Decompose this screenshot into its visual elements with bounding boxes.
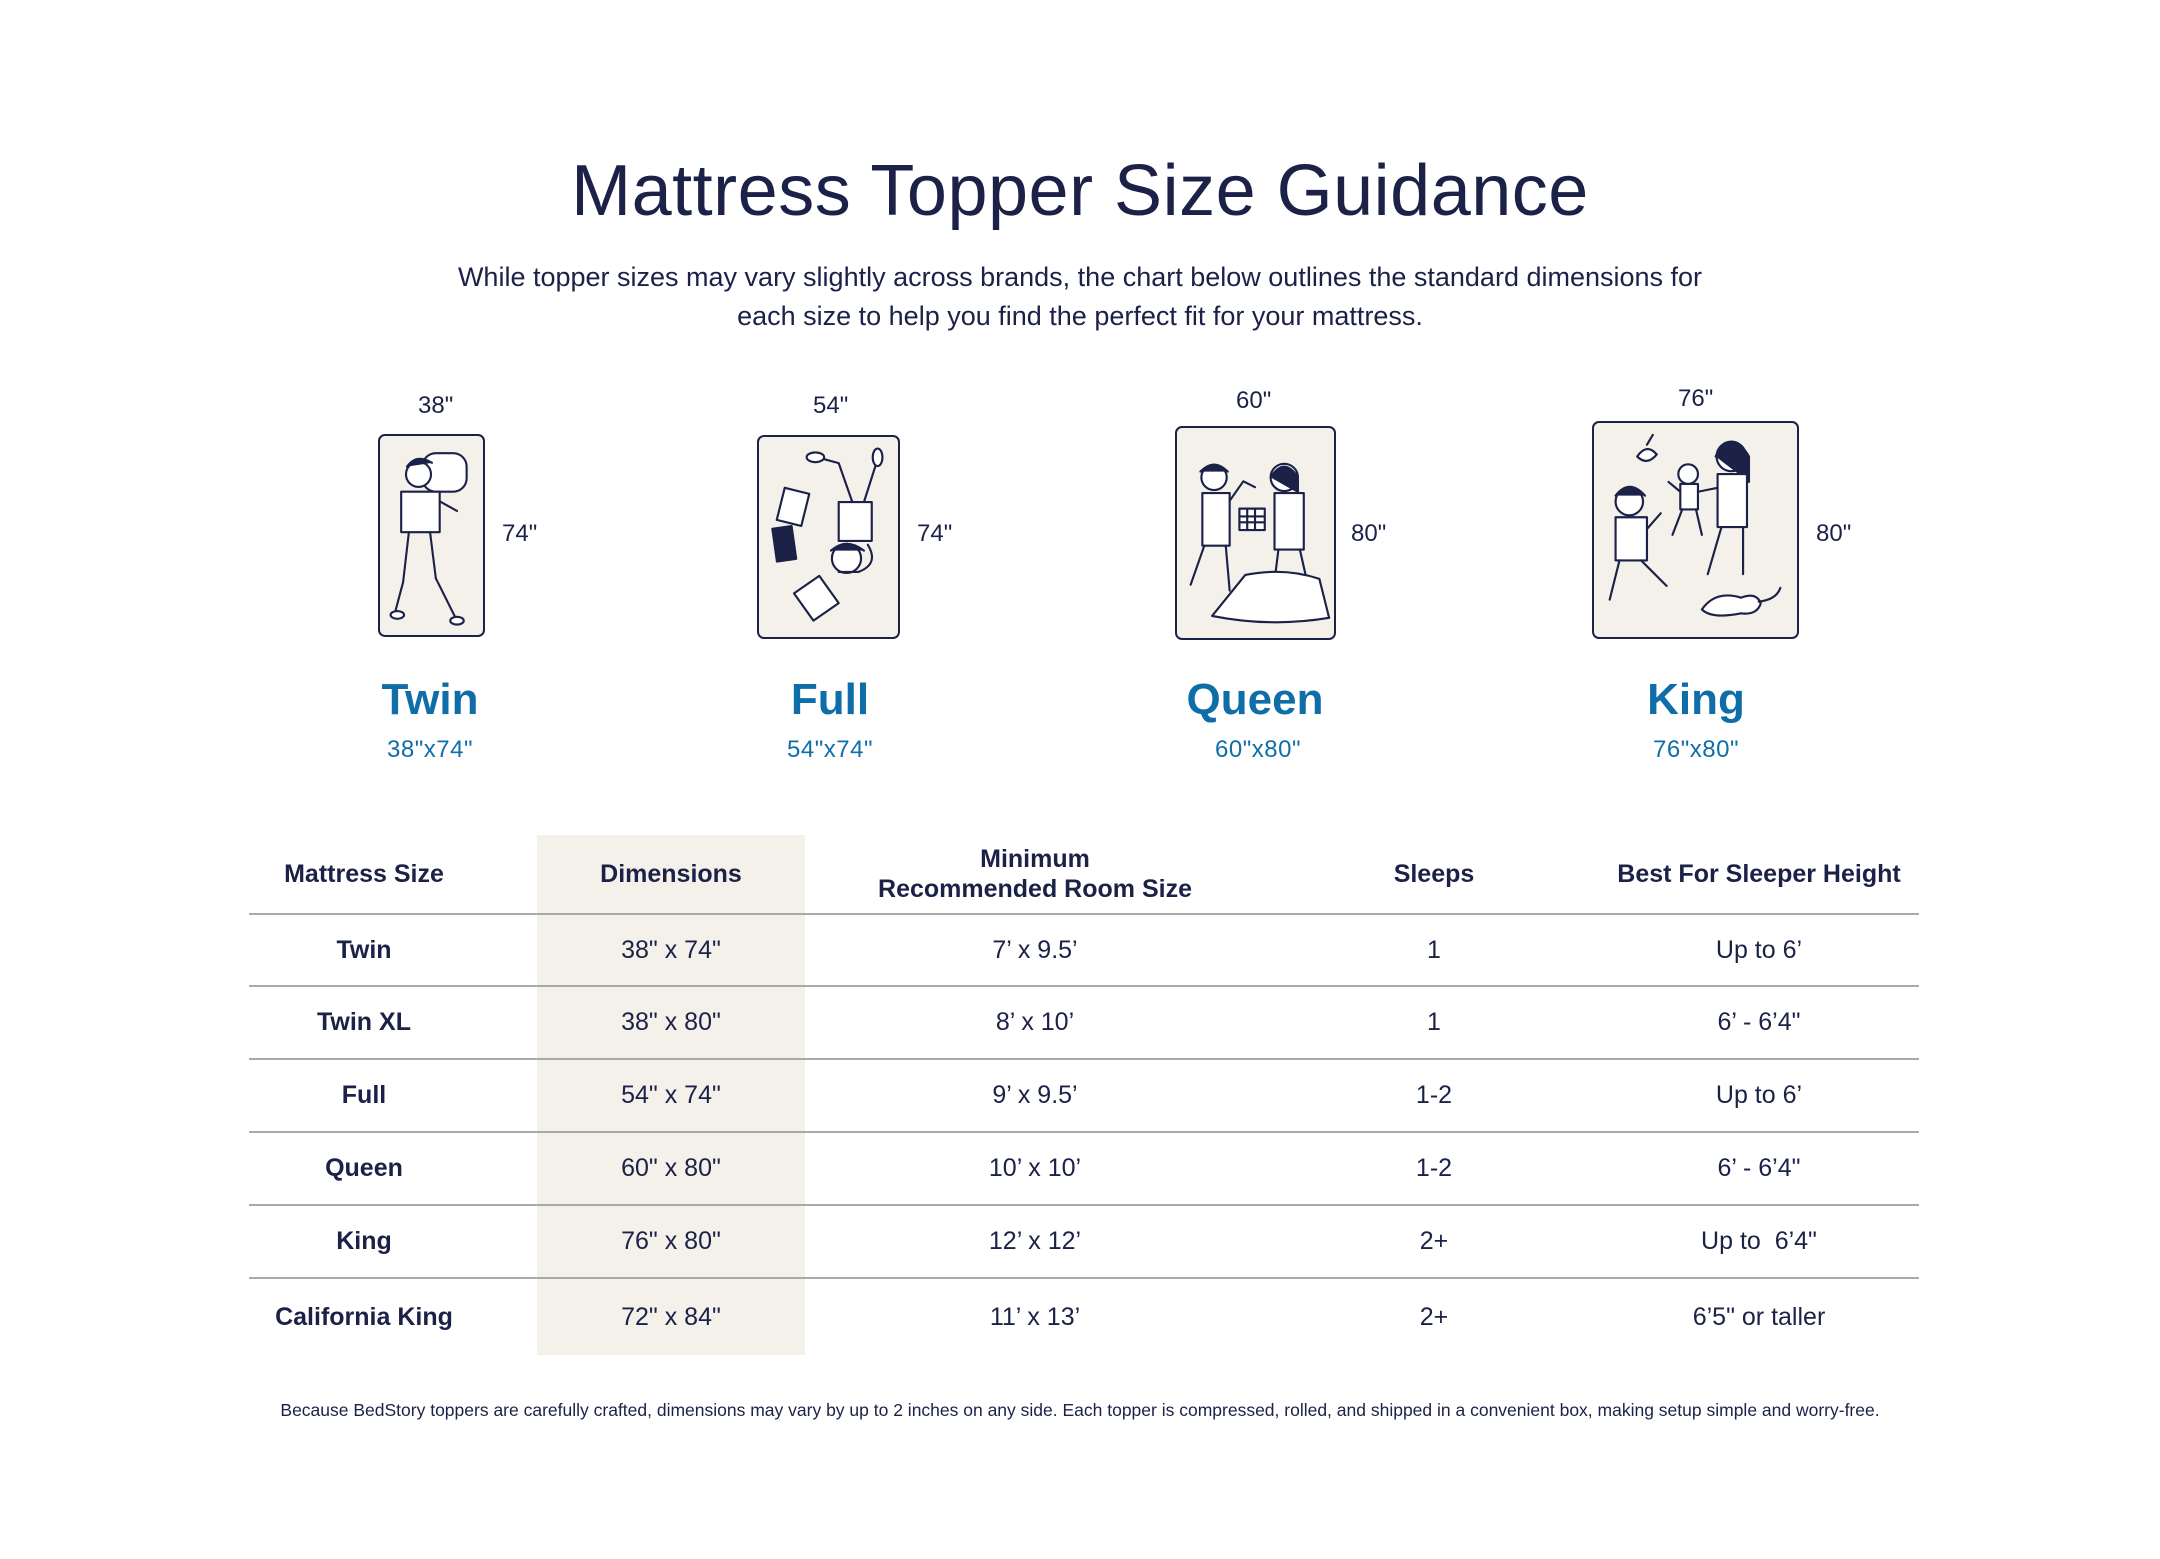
width-label: 76" [1678, 385, 1714, 412]
child-sleeping-icon [378, 434, 485, 637]
size-name: Queen [1186, 675, 1324, 724]
cell-sleeps: 1-2 [1415, 1153, 1453, 1182]
header-sleeps: Sleeps [1393, 860, 1475, 888]
cell-room: 10’ x 10’ [988, 1153, 1082, 1182]
width-label: 38" [418, 392, 454, 419]
width-label: 60" [1236, 387, 1272, 414]
table-header-row: Mattress Size Dimensions Minimum Recomme… [249, 835, 1919, 913]
cell-size: California King [275, 1302, 453, 1331]
footnote: Because BedStory toppers are carefully c… [280, 1400, 1880, 1420]
table-row: Queen 60" x 80" 10’ x 10’ 1-2 6’ - 6’4" [249, 1133, 1919, 1203]
cell-sleeps: 1 [1427, 935, 1441, 964]
size-table: Mattress Size Dimensions Minimum Recomme… [249, 835, 1919, 1355]
header-sleeper-height: Best For Sleeper Height [1617, 860, 1901, 888]
cell-dimensions: 76" x 80" [621, 1226, 721, 1255]
page-title: Mattress Topper Size Guidance [571, 151, 1589, 231]
table-row: Twin XL 38" x 80" 8’ x 10’ 1 6’ - 6’4" [249, 987, 1919, 1057]
table-row: King 76" x 80" 12’ x 12’ 2+ Up to 6’4" [249, 1206, 1919, 1276]
cell-size: Twin [336, 935, 392, 964]
dimensions-column-highlight [537, 835, 805, 1355]
header-dimensions: Dimensions [600, 860, 742, 888]
cell-height: Up to 6’ [1715, 935, 1803, 964]
cell-height: 6’ - 6’4" [1717, 1007, 1801, 1036]
size-dims: 38"x74" [387, 736, 473, 763]
cell-dimensions: 60" x 80" [621, 1153, 721, 1182]
header-mattress-size: Mattress Size [284, 860, 444, 888]
cell-height: Up to 6’ [1715, 1080, 1803, 1109]
length-label: 80" [1816, 520, 1852, 547]
width-label: 54" [813, 392, 849, 419]
cell-sleeps: 2+ [1419, 1302, 1449, 1331]
size-dims: 76"x80" [1653, 736, 1739, 763]
couple-sleeping-icon [1175, 426, 1336, 640]
child-reading-icon [757, 435, 900, 639]
cell-sleeps: 1-2 [1415, 1080, 1453, 1109]
cell-room: 11’ x 13’ [989, 1302, 1081, 1331]
length-label: 74" [917, 520, 953, 547]
page-subtitle: While topper sizes may vary slightly acr… [457, 262, 1703, 331]
size-dims: 60"x80" [1215, 736, 1301, 763]
divider [249, 1277, 1919, 1279]
cell-size: Twin XL [317, 1007, 411, 1036]
family-with-cat-icon [1592, 421, 1799, 639]
table-row: Full 54" x 74" 9’ x 9.5’ 1-2 Up to 6’ [249, 1060, 1919, 1130]
table-row: California King 72" x 84" 11’ x 13’ 2+ 6… [249, 1279, 1919, 1355]
divider [249, 913, 1919, 915]
cell-sleeps: 1 [1427, 1007, 1441, 1036]
divider [249, 985, 1919, 987]
cell-room: 8’ x 10’ [995, 1007, 1075, 1036]
cell-dimensions: 38" x 80" [621, 1007, 721, 1036]
cell-dimensions: 38" x 74" [621, 935, 721, 964]
divider [249, 1204, 1919, 1206]
header-room-size: Minimum Recommended Room Size [878, 845, 1192, 903]
divider [249, 1058, 1919, 1060]
divider [249, 1131, 1919, 1133]
cell-sleeps: 2+ [1419, 1226, 1449, 1255]
cell-dimensions: 72" x 84" [621, 1302, 721, 1331]
cell-size: King [336, 1226, 392, 1255]
cell-room: 12’ x 12’ [988, 1226, 1082, 1255]
cell-dimensions: 54" x 74" [621, 1080, 721, 1109]
length-label: 74" [502, 520, 538, 547]
size-dims: 54"x74" [787, 736, 873, 763]
cell-room: 7’ x 9.5’ [992, 935, 1078, 964]
cell-height: 6’ - 6’4" [1717, 1153, 1801, 1182]
cell-height: Up to 6’4" [1701, 1226, 1817, 1255]
cell-size: Full [341, 1080, 387, 1109]
table-row: Twin 38" x 74" 7’ x 9.5’ 1 Up to 6’ [249, 915, 1919, 985]
cell-size: Queen [325, 1153, 403, 1182]
cell-height: 6’5" or taller [1692, 1302, 1826, 1331]
length-label: 80" [1351, 520, 1387, 547]
size-name: King [1647, 675, 1745, 724]
size-name: Full [790, 675, 870, 724]
size-name: Twin [381, 675, 479, 724]
cell-room: 9’ x 9.5’ [992, 1080, 1078, 1109]
